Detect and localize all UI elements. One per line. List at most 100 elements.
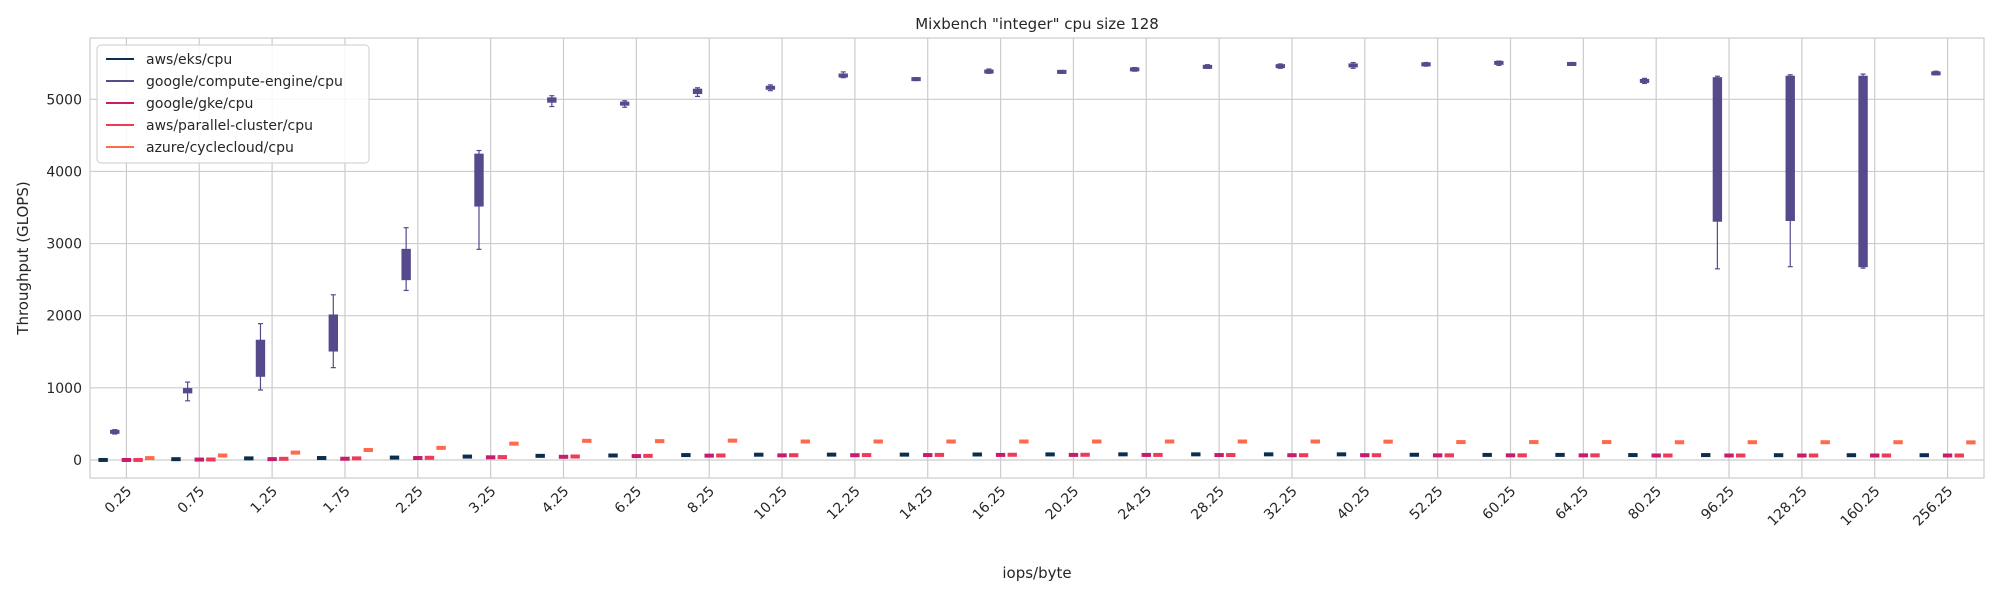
box-google-gke-cpu xyxy=(850,453,860,458)
box-aws-parallel-cluster-cpu xyxy=(788,453,799,458)
box-azure-cyclecloud-cpu xyxy=(582,438,592,443)
box-aws-parallel-cluster-cpu xyxy=(1808,453,1819,458)
box-google-gke-cpu xyxy=(1432,453,1443,458)
box-body xyxy=(401,248,411,281)
box-aws-parallel-cluster-cpu xyxy=(424,455,435,460)
box-body xyxy=(1858,75,1868,268)
box-google-compute-engine-cpu xyxy=(1421,61,1431,67)
box-aws-eks-cpu xyxy=(316,456,327,461)
box-aws-eks-cpu xyxy=(462,454,473,459)
legend-label: aws/eks/cpu xyxy=(146,52,232,68)
box-google-compute-engine-cpu xyxy=(401,227,411,292)
box-azure-cyclecloud-cpu xyxy=(1019,439,1029,444)
box-aws-eks-cpu xyxy=(1191,452,1201,457)
box-azure-cyclecloud-cpu xyxy=(800,439,811,444)
box-azure-cyclecloud-cpu xyxy=(290,450,301,455)
legend-label: azure/cyclecloud/cpu xyxy=(146,140,294,156)
box-google-gke-cpu xyxy=(1068,452,1079,457)
box-google-compute-engine-cpu xyxy=(1057,69,1067,74)
box-google-compute-engine-cpu xyxy=(1275,63,1286,69)
box-google-compute-engine-cpu xyxy=(1858,73,1868,269)
legend-box xyxy=(96,44,370,164)
box-aws-eks-cpu xyxy=(1482,452,1492,457)
box-aws-parallel-cluster-cpu xyxy=(133,457,143,462)
box-aws-parallel-cluster-cpu xyxy=(643,453,653,458)
box-azure-cyclecloud-cpu xyxy=(363,448,373,453)
box-azure-cyclecloud-cpu xyxy=(436,445,446,450)
box-google-gke-cpu xyxy=(1287,453,1297,458)
box-azure-cyclecloud-cpu xyxy=(654,439,665,444)
box-aws-parallel-cluster-cpu xyxy=(1735,453,1746,458)
box-aws-eks-cpu xyxy=(1701,453,1711,458)
box-google-compute-engine-cpu xyxy=(911,77,921,82)
box-azure-cyclecloud-cpu xyxy=(1966,440,1976,445)
box-aws-parallel-cluster-cpu xyxy=(497,455,508,460)
box-aws-parallel-cluster-cpu xyxy=(1080,452,1090,457)
box-aws-parallel-cluster-cpu xyxy=(1226,453,1236,458)
box-aws-parallel-cluster-cpu xyxy=(351,456,362,461)
box-google-gke-cpu xyxy=(1942,453,1953,458)
box-google-compute-engine-cpu xyxy=(547,95,557,108)
box-google-compute-engine-cpu xyxy=(1202,64,1213,69)
box-aws-parallel-cluster-cpu xyxy=(1517,453,1527,458)
box-aws-eks-cpu xyxy=(826,452,837,457)
box-body xyxy=(1712,77,1723,222)
box-azure-cyclecloud-cpu xyxy=(217,453,228,458)
box-aws-eks-cpu xyxy=(972,452,982,457)
box-azure-cyclecloud-cpu xyxy=(509,441,519,446)
box-aws-eks-cpu xyxy=(171,457,181,462)
box-azure-cyclecloud-cpu xyxy=(1237,439,1248,444)
box-aws-eks-cpu xyxy=(1846,453,1857,458)
box-aws-eks-cpu xyxy=(1773,453,1784,458)
box-azure-cyclecloud-cpu xyxy=(1456,440,1466,445)
box-aws-parallel-cluster-cpu xyxy=(1590,453,1600,458)
box-azure-cyclecloud-cpu xyxy=(1820,440,1830,445)
box-aws-parallel-cluster-cpu xyxy=(1881,453,1892,458)
box-aws-parallel-cluster-cpu xyxy=(1444,453,1455,458)
box-google-gke-cpu xyxy=(1724,453,1734,458)
box-google-compute-engine-cpu xyxy=(182,381,193,402)
box-azure-cyclecloud-cpu xyxy=(1529,440,1539,445)
box-azure-cyclecloud-cpu xyxy=(1383,439,1393,444)
box-azure-cyclecloud-cpu xyxy=(1747,440,1758,445)
box-aws-eks-cpu xyxy=(1263,452,1274,457)
box-google-gke-cpu xyxy=(558,454,569,459)
box-google-gke-cpu xyxy=(631,454,642,459)
box-google-compute-engine-cpu xyxy=(1566,61,1577,67)
box-google-gke-cpu xyxy=(777,453,787,458)
box-aws-eks-cpu xyxy=(681,453,691,458)
box-azure-cyclecloud-cpu xyxy=(946,439,956,444)
legend-label: google/gke/cpu xyxy=(146,96,253,112)
box-google-compute-engine-cpu xyxy=(110,429,120,435)
box-google-compute-engine-cpu xyxy=(984,68,994,74)
legend-label: aws/parallel-cluster/cpu xyxy=(146,118,313,134)
box-google-gke-cpu xyxy=(1870,453,1880,458)
box-aws-parallel-cluster-cpu xyxy=(1371,453,1382,458)
box-body xyxy=(328,314,339,352)
plot-area-frame xyxy=(89,37,1985,479)
box-aws-eks-cpu xyxy=(535,453,545,458)
box-google-gke-cpu xyxy=(1797,453,1807,458)
box-aws-eks-cpu xyxy=(1118,452,1128,457)
box-azure-cyclecloud-cpu xyxy=(1893,440,1903,445)
box-google-compute-engine-cpu xyxy=(1639,77,1650,85)
box-google-gke-cpu xyxy=(413,456,423,461)
box-azure-cyclecloud-cpu xyxy=(145,456,155,461)
y-tick-label: 2000 xyxy=(46,309,82,325)
box-aws-parallel-cluster-cpu xyxy=(1153,452,1163,457)
box-aws-parallel-cluster-cpu xyxy=(1663,453,1673,458)
box-google-compute-engine-cpu xyxy=(255,323,266,391)
x-axis-label: iops/byte xyxy=(1002,564,1071,582)
box-azure-cyclecloud-cpu xyxy=(1674,440,1685,445)
box-aws-parallel-cluster-cpu xyxy=(1007,452,1017,457)
box-aws-eks-cpu xyxy=(1919,453,1929,458)
box-google-gke-cpu xyxy=(1505,453,1516,458)
box-google-gke-cpu xyxy=(267,457,277,462)
box-google-gke-cpu xyxy=(121,457,132,462)
box-aws-eks-cpu xyxy=(1336,452,1347,457)
box-aws-parallel-cluster-cpu xyxy=(716,453,726,458)
box-google-gke-cpu xyxy=(340,456,350,461)
box-aws-eks-cpu xyxy=(244,456,254,461)
